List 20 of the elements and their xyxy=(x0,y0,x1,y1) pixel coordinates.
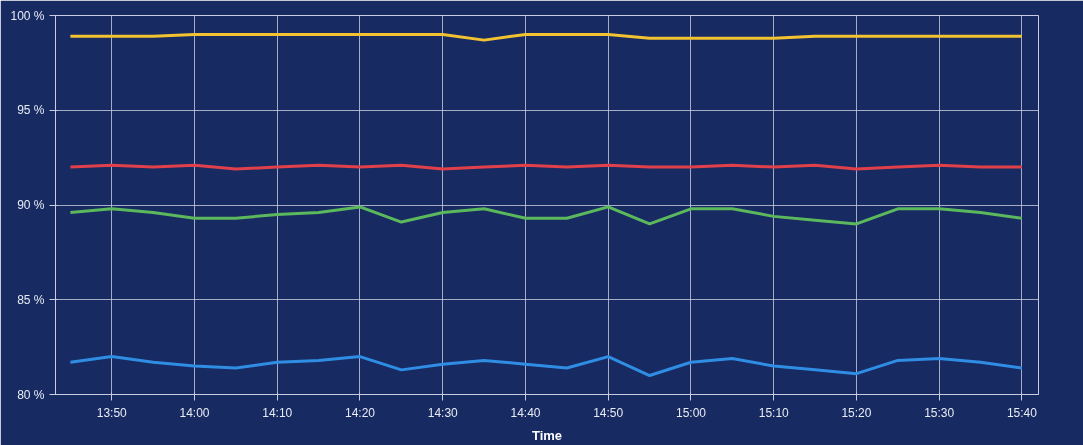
y-tick-label: 85 % xyxy=(17,292,45,307)
x-axis-title: Time xyxy=(531,427,563,443)
y-tick-label: 95 % xyxy=(17,103,45,118)
x-tick-label: 14:00 xyxy=(179,405,210,420)
x-tick-label: 14:50 xyxy=(593,405,624,420)
x-tick-label: 14:10 xyxy=(262,405,293,420)
x-tick-label: 15:20 xyxy=(841,405,872,420)
y-tick-label: 80 % xyxy=(17,387,45,402)
x-tick-label: 15:40 xyxy=(1006,405,1038,420)
y-tick-label: 90 % xyxy=(17,198,45,212)
x-tick-label: 14:20 xyxy=(344,405,376,420)
x-tick-label: 15:10 xyxy=(758,405,790,420)
x-tick-label: 15:00 xyxy=(675,405,707,420)
x-tick-label: 15:30 xyxy=(924,405,955,420)
line-series xyxy=(68,355,1024,378)
x-tick-label: 13:50 xyxy=(96,405,128,420)
line-series xyxy=(68,205,1024,226)
x-tick-label: 14:40 xyxy=(510,405,541,420)
x-tick-label: 14:30 xyxy=(427,405,459,420)
y-tick-label: 100 % xyxy=(10,8,45,23)
